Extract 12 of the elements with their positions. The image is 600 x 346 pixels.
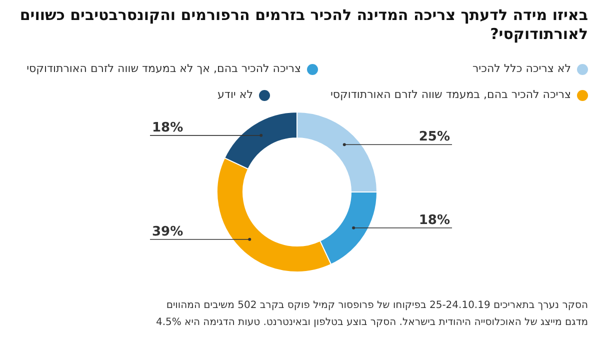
data-label: 25% (418, 130, 450, 145)
chart-title: באיזו מידה לדעתך צריכה המדינה להכיר בזרמים הרפורמים והקונסרבטיבים כשווים לאורתודוקסי? (18, 6, 588, 44)
legend-item: לא יודע (218, 88, 270, 102)
legend-label: לא יודע (218, 88, 253, 102)
legend-item: לא צריכה כלל להכיר (472, 62, 588, 76)
legend-item: צריכה להכיר בהם, במעמד שווה לזרם האורתודוקסי (330, 88, 588, 102)
text: מדגם מייצג של האוכלוסייה היהודית בישראל. הסקר בוצע בטלפון ובאינטרנט. טעות הדגימה היא 4.5% (156, 317, 588, 329)
data-label: 18% (152, 120, 184, 136)
legend-item: צריכה להכיר בהם, אך לא במעמד שווה לזרם האורתודוקסי (26, 62, 318, 76)
data-label: 18% (418, 212, 450, 228)
text: הסקר נערך בתאריכים 25-24.10.19 בפיקוחו של פרופסור קמיל פוקס בקרב 502 משיבים המהווים (166, 300, 588, 312)
data-label: 39% (152, 224, 184, 240)
